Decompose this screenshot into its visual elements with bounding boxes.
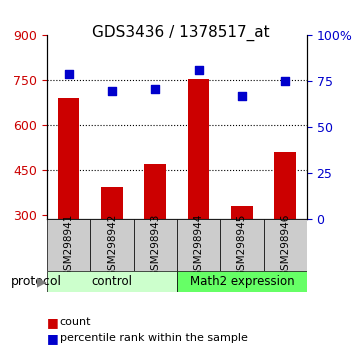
FancyBboxPatch shape: [264, 219, 307, 271]
Text: ▶: ▶: [37, 275, 46, 288]
Text: ■: ■: [47, 316, 59, 329]
Point: [109, 88, 115, 93]
Point: [66, 71, 71, 77]
Point: [152, 86, 158, 92]
Text: GSM298943: GSM298943: [150, 213, 160, 277]
FancyBboxPatch shape: [47, 271, 177, 292]
FancyBboxPatch shape: [134, 219, 177, 271]
Text: count: count: [60, 317, 91, 327]
Text: ■: ■: [47, 332, 59, 344]
Point: [282, 79, 288, 84]
Text: GSM298942: GSM298942: [107, 213, 117, 277]
Text: percentile rank within the sample: percentile rank within the sample: [60, 333, 247, 343]
Text: Math2 expression: Math2 expression: [190, 275, 294, 288]
Bar: [144, 164, 166, 219]
Text: GSM298944: GSM298944: [193, 213, 204, 277]
FancyBboxPatch shape: [47, 219, 90, 271]
Bar: [188, 79, 209, 219]
Bar: [58, 98, 79, 219]
Text: control: control: [91, 275, 132, 288]
FancyBboxPatch shape: [220, 219, 264, 271]
Bar: [101, 187, 123, 219]
Text: GSM298941: GSM298941: [64, 213, 74, 277]
Text: GDS3436 / 1378517_at: GDS3436 / 1378517_at: [92, 25, 269, 41]
Point: [196, 68, 201, 73]
Bar: [231, 206, 253, 219]
FancyBboxPatch shape: [177, 219, 220, 271]
FancyBboxPatch shape: [90, 219, 134, 271]
Text: protocol: protocol: [11, 275, 62, 288]
Point: [239, 93, 245, 99]
Bar: [274, 152, 296, 219]
Text: GSM298945: GSM298945: [237, 213, 247, 277]
Text: GSM298946: GSM298946: [280, 213, 290, 277]
FancyBboxPatch shape: [177, 271, 307, 292]
